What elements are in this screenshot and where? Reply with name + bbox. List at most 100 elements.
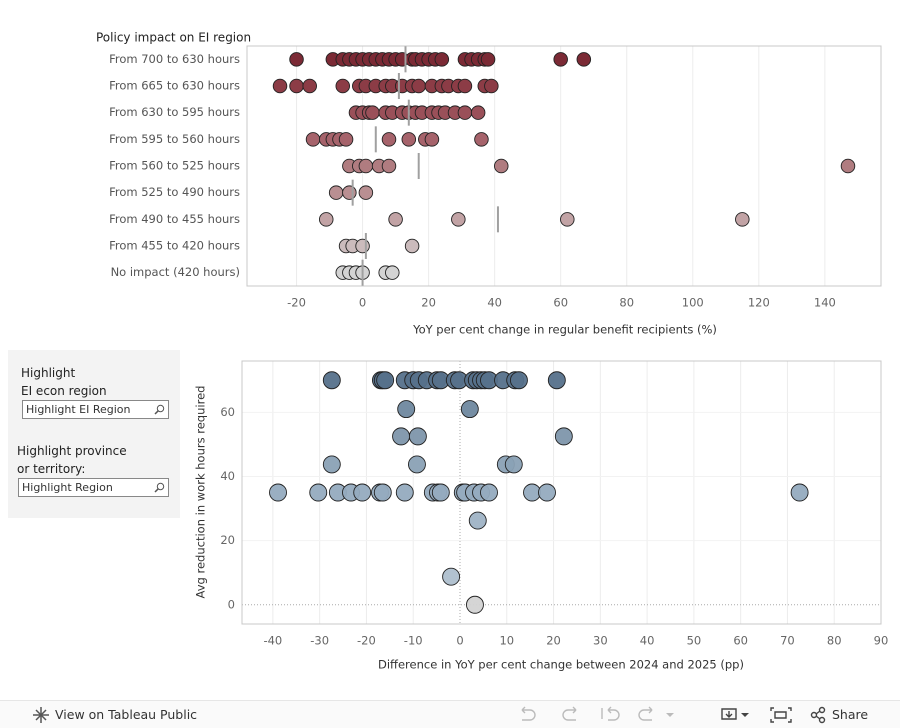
dot bbox=[381, 132, 397, 147]
filter-label: EI econ region bbox=[21, 384, 107, 398]
point bbox=[269, 483, 287, 502]
redo-icon[interactable] bbox=[562, 706, 577, 721]
dot bbox=[381, 158, 397, 174]
x-tick-label: -20 bbox=[357, 634, 376, 648]
x-tick-label: 0 bbox=[359, 296, 366, 310]
dot bbox=[411, 78, 426, 94]
x-tick-label: -30 bbox=[310, 634, 329, 648]
x-tick-label: -20 bbox=[287, 296, 306, 310]
dot bbox=[553, 52, 568, 67]
dot bbox=[401, 132, 417, 147]
view-link[interactable]: View on Tableau Public bbox=[55, 707, 198, 722]
point bbox=[322, 455, 341, 474]
search-icon bbox=[154, 404, 165, 415]
tableau-icon[interactable] bbox=[32, 706, 50, 724]
placeholder: Highlight Region bbox=[22, 481, 113, 494]
point bbox=[353, 483, 372, 502]
search-box[interactable]: Highlight EI Region bbox=[22, 400, 169, 419]
x-axis-title: YoY per cent change in regular benefit r… bbox=[412, 323, 717, 337]
x-tick-label: 20 bbox=[546, 634, 561, 648]
dot bbox=[494, 158, 509, 174]
dot bbox=[576, 52, 592, 67]
revert-icon[interactable] bbox=[601, 706, 620, 721]
filter-label: Highlight province bbox=[17, 444, 127, 458]
y-tick-label: 20 bbox=[220, 533, 235, 547]
x-tick-label: 30 bbox=[593, 634, 608, 648]
dot bbox=[289, 78, 304, 94]
point bbox=[554, 427, 573, 446]
search-box[interactable]: Highlight Region bbox=[18, 478, 169, 497]
dot bbox=[474, 132, 489, 147]
row-label: From 630 to 595 hours bbox=[109, 105, 240, 119]
row-header: Policy impact on EI region bbox=[96, 31, 251, 45]
x-tick-label: 60 bbox=[733, 634, 748, 648]
row-label: No impact (420 hours) bbox=[111, 265, 240, 279]
dot bbox=[342, 185, 357, 200]
y-tick-label: 60 bbox=[220, 405, 235, 419]
dropdown[interactable] bbox=[666, 713, 674, 717]
dot bbox=[388, 212, 403, 227]
download-icon[interactable] bbox=[721, 708, 737, 720]
point bbox=[538, 483, 556, 502]
y-axis-title: Avg reduction in work hours required bbox=[194, 386, 208, 599]
dot bbox=[470, 105, 486, 120]
dot bbox=[365, 105, 380, 120]
dot bbox=[434, 52, 450, 67]
row-label: From 700 to 630 hours bbox=[109, 52, 240, 66]
row-label: From 490 to 455 hours bbox=[109, 212, 240, 226]
dot bbox=[335, 78, 351, 94]
filter-label: or territory: bbox=[17, 462, 86, 476]
point bbox=[504, 455, 523, 474]
point bbox=[431, 483, 450, 502]
toolbar: View on Tableau Public Share bbox=[0, 700, 900, 728]
dot bbox=[305, 132, 321, 147]
x-axis-title: Difference in YoY per cent change betwee… bbox=[378, 658, 744, 672]
dot bbox=[338, 132, 354, 147]
x-tick-label: 120 bbox=[748, 296, 770, 310]
filter-label: Highlight bbox=[21, 366, 76, 380]
fullscreen-icon[interactable] bbox=[770, 707, 792, 723]
share-button[interactable]: Share bbox=[832, 707, 869, 722]
search-icon bbox=[154, 482, 165, 493]
point bbox=[480, 483, 498, 502]
point bbox=[397, 400, 416, 419]
point bbox=[392, 427, 410, 446]
dot bbox=[560, 212, 575, 227]
x-tick-label: 50 bbox=[687, 634, 702, 648]
undo-icon[interactable] bbox=[521, 706, 536, 721]
row-label: From 560 to 525 hours bbox=[109, 159, 240, 173]
x-tick-label: -10 bbox=[404, 634, 423, 648]
dot bbox=[424, 132, 440, 147]
dot bbox=[358, 185, 374, 200]
dot bbox=[328, 185, 344, 200]
dot bbox=[385, 265, 400, 280]
row-label: From 665 to 630 hours bbox=[109, 79, 240, 93]
dot bbox=[404, 238, 420, 254]
x-tick-label: 100 bbox=[682, 296, 704, 310]
dot bbox=[289, 52, 304, 67]
x-tick-label: 80 bbox=[827, 634, 842, 648]
row-label: From 595 to 560 hours bbox=[109, 132, 240, 146]
point bbox=[442, 567, 461, 586]
point bbox=[408, 427, 427, 446]
x-tick-label: 90 bbox=[874, 634, 889, 648]
dot bbox=[457, 105, 473, 120]
dot bbox=[484, 78, 499, 94]
point bbox=[309, 483, 328, 502]
x-tick-label: 80 bbox=[619, 296, 634, 310]
x-tick-label: 20 bbox=[421, 296, 436, 310]
y-tick-label: 0 bbox=[228, 597, 235, 611]
dot bbox=[735, 212, 750, 227]
x-tick-label: 10 bbox=[499, 634, 514, 648]
dot bbox=[319, 212, 334, 227]
dropdown[interactable] bbox=[741, 713, 749, 717]
refresh-icon[interactable] bbox=[638, 706, 653, 721]
dot bbox=[272, 78, 288, 94]
dot bbox=[457, 78, 473, 94]
point bbox=[468, 511, 487, 530]
x-tick-label: 140 bbox=[814, 296, 836, 310]
x-tick-label: 0 bbox=[456, 634, 463, 648]
toolbar-icons bbox=[521, 706, 826, 724]
row-label: From 455 to 420 hours bbox=[109, 239, 240, 253]
